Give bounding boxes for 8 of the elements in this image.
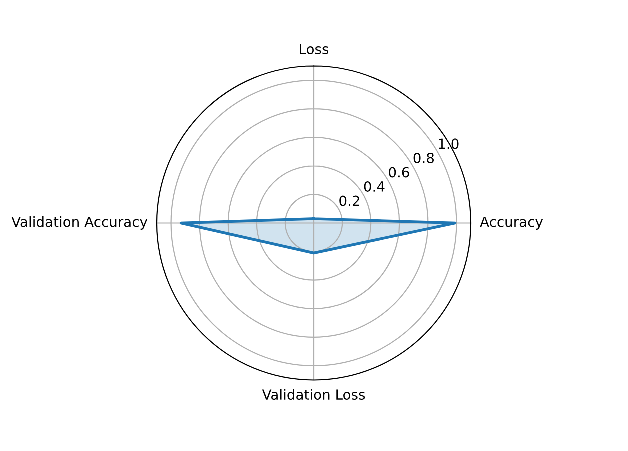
y-tick-label: 0.4 [364, 182, 385, 192]
spoke-label: Accuracy [480, 216, 544, 230]
spoke-label: Validation Accuracy [12, 216, 148, 230]
spoke-label: Validation Loss [262, 389, 366, 400]
y-tick-label: 0.6 [389, 167, 410, 178]
y-tick-label: 0.8 [414, 152, 434, 164]
y-tick-label: 0.2 [340, 196, 360, 206]
spoke-label: Loss [300, 44, 329, 55]
